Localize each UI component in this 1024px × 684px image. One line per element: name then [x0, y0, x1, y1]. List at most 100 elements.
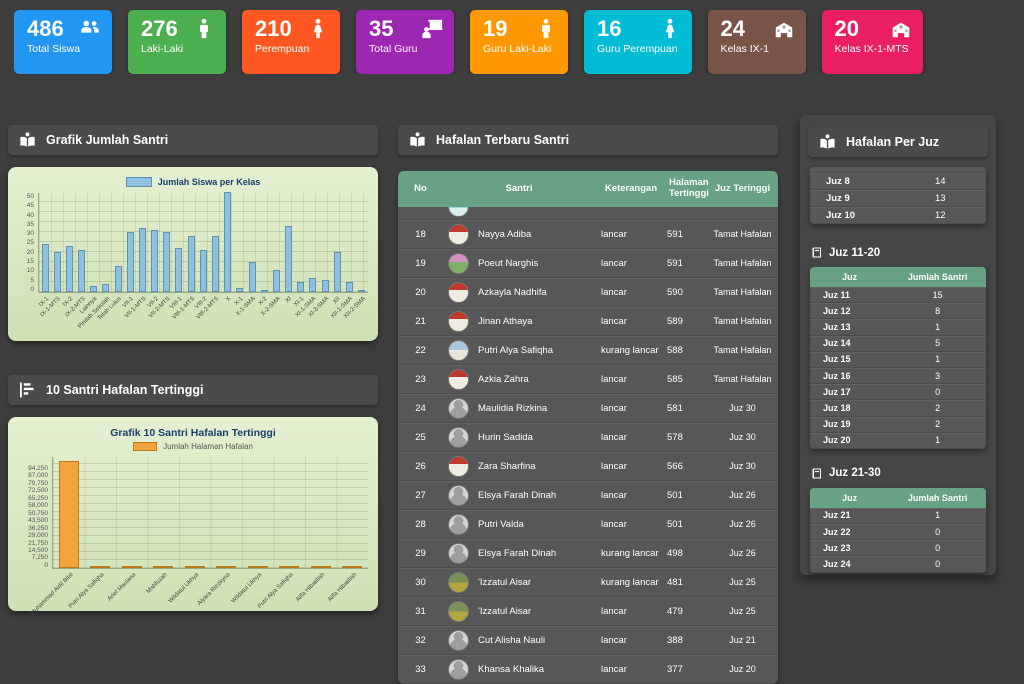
hafalan-table-header: No Santri Keterangan Halaman Tertinggi Juz T… — [398, 171, 778, 207]
table-row[interactable]: 31 'Izzatul Aisar lancar 479 Juz 25 — [398, 597, 778, 626]
table-row[interactable]: 28 Putri Valda lancar 501 Juz 26 — [398, 510, 778, 539]
y-tick: 58,000 — [28, 502, 48, 510]
juz-table-header: Juz Jumlah Santri — [810, 487, 986, 508]
avatar — [448, 252, 469, 274]
chart-10-santri-hafalan-tertinggi[interactable]: Grafik 10 Santri Hafalan Tertinggi Jumla… — [8, 417, 378, 617]
bar-slot — [337, 566, 369, 568]
column-header: Jumlah Santri — [907, 492, 968, 503]
cell-no: 29 — [415, 547, 426, 559]
santri-name: Nayya Adiba — [478, 228, 532, 240]
card-value: 19 — [483, 16, 508, 41]
bar-xii — [333, 252, 341, 292]
cell-no: 26 — [415, 460, 426, 472]
stat-card-perempuan[interactable]: 210 Perempuan — [242, 10, 340, 74]
santri-name: Putri Alya Safiqha — [478, 344, 553, 356]
table-row[interactable]: 19 Poeut Narghis lancar 591 Tamat Hafalan — [398, 249, 778, 278]
table-row[interactable]: 29 Elsya Farah Dinah kurang lancar 498 Juz 2… — [398, 539, 778, 568]
cell-santri: Jinan Athaya — [443, 310, 595, 332]
juz-table[interactable]: Juz Jumlah Santri Juz 21 1 Juz 22 0 Juz 23 0 Juz… — [810, 487, 986, 573]
card-label: Guru Laki-Laki — [483, 43, 552, 55]
table-row[interactable]: 25 Hurin Sadida lancar 578 Juz 30 — [398, 423, 778, 452]
table-row[interactable]: 26 Zara Sharfina lancar 566 Juz 30 — [398, 452, 778, 481]
bar-alifa-hibatillah — [310, 566, 331, 568]
cell-halaman: 498 — [667, 547, 683, 559]
y-tick: 35 — [26, 220, 34, 228]
bar-vii-1-mts — [138, 228, 146, 292]
stat-card-kelas-ix-1[interactable]: 24 Kelas IX-1 — [707, 10, 806, 74]
cell-santri: Zara Sharfina — [443, 455, 595, 477]
juz-table-header: Juz Jumlah Santri — [810, 267, 986, 287]
clipped-row — [810, 167, 986, 173]
bar-viii-2-mts — [211, 236, 219, 292]
table-row[interactable]: 33 Khansa Khalika lancar 377 Juz 20 — [398, 655, 778, 684]
card-value: 24 — [720, 16, 746, 41]
table-row[interactable]: 32 Cut Alisha Nauli lancar 388 Juz 21 — [398, 626, 778, 655]
stat-card-kelas-ix-1-mts[interactable]: 20 Kelas IX-1-MTS — [821, 10, 923, 74]
stat-card-total-guru[interactable]: 35 Total Guru — [356, 10, 454, 74]
stat-card-guru-perempuan[interactable]: 16 Guru Perempuan — [584, 10, 692, 74]
card-value: 210 — [255, 16, 292, 41]
stat-card-total-siswa[interactable]: 486 Total Siswa — [14, 10, 112, 74]
juz-row: Juz 20 1 — [810, 433, 986, 449]
table-row[interactable]: 23 Azkia Zahra lancar 585 Tamat Hafalan — [398, 365, 778, 394]
cell-santri: Putri Valda — [443, 513, 595, 535]
juz-row: Juz 24 0 — [810, 556, 986, 573]
table-row[interactable]: 27 Elsya Farah Dinah lancar 501 Juz 26 — [398, 481, 778, 510]
cell-santri: Nayya Adiba — [443, 223, 595, 245]
table-row[interactable]: 22 Putri Alya Safiqha kurang lancar 588 Tama… — [398, 336, 778, 365]
cell-juz: Tamat Hafalan — [713, 373, 772, 384]
table-row[interactable]: 24 Maulidia Rizkina lancar 581 Juz 30 — [398, 394, 778, 423]
santri-name: Maulidia Rizkina — [478, 402, 548, 414]
panel-title: Hafalan Per Juz — [846, 135, 940, 149]
cell-no: 19 — [415, 257, 426, 269]
bar-slot — [211, 566, 243, 568]
table-row[interactable]: 30 'Izzatul Aisar kurang lancar 481 Juz 25 — [398, 568, 778, 597]
bar-ix-1 — [41, 244, 49, 292]
juz-value: 0 — [935, 559, 941, 570]
table-row[interactable]: 21 Jinan Athaya lancar 589 Tamat Hafalan — [398, 307, 778, 336]
juz-top-table: Juz 8 14 Juz 9 13 Juz 10 12 — [810, 167, 986, 224]
cell-santri: Putri Alya Safiqha — [443, 339, 595, 361]
bar-slot — [85, 566, 117, 568]
cell-juz: Juz 30 — [729, 402, 756, 413]
x-tick: X-1-SMA — [235, 293, 258, 339]
juz-label: Juz 22 — [823, 526, 851, 537]
bar-xi-3-sma — [321, 280, 329, 292]
juz-label: Juz 17 — [823, 386, 851, 397]
cell-halaman: 377 — [667, 663, 683, 675]
table-row[interactable]: 18 Nayya Adiba lancar 591 Tamat Hafalan — [398, 220, 778, 249]
hafalan-terbaru-table[interactable]: No Santri Keterangan Halaman Tertinggi Juz T… — [398, 171, 778, 684]
chart-jumlah-siswa-per-kelas[interactable]: Jumlah Siswa per Kelas 50 45 40 35 30 25 20 15 1… — [8, 167, 378, 341]
table-row[interactable]: 20 Azkayla Nadhifa lancar 590 Tamat Hafalan — [398, 278, 778, 307]
y-tick: 29,000 — [28, 532, 48, 540]
bar-x — [224, 192, 232, 292]
bar-slot — [246, 262, 258, 292]
bar-slot — [209, 236, 221, 292]
y-tick: 87,000 — [28, 472, 48, 480]
cell-keterangan: lancar — [601, 373, 627, 385]
bar-slot — [305, 566, 337, 568]
stat-card-guru-laki-laki[interactable]: 19 Guru Laki-Laki — [470, 10, 568, 74]
cell-no: 27 — [415, 489, 426, 501]
y-tick: 30 — [26, 230, 34, 238]
x-tick: Alifa Hibatillah — [327, 569, 369, 609]
juz-row: Juz 22 0 — [810, 524, 986, 541]
card-label: Total Guru — [369, 43, 418, 55]
journal-icon — [811, 246, 823, 259]
juz-value: 13 — [934, 192, 946, 204]
cell-no: 32 — [415, 634, 426, 646]
juz-row: Juz 19 2 — [810, 417, 986, 433]
cell-halaman: 481 — [667, 576, 683, 588]
stat-card-laki-laki[interactable]: 276 Laki-Laki — [128, 10, 226, 74]
juz-top-table-body: Juz 8 14 Juz 9 13 Juz 10 12 — [810, 173, 986, 224]
bar-slot — [76, 250, 88, 292]
cell-halaman: 501 — [667, 489, 683, 501]
cell-halaman: 479 — [667, 605, 683, 617]
cell-juz: Tamat Hafalan — [713, 344, 772, 355]
cell-keterangan: kurang lancar — [601, 547, 659, 559]
cell-halaman: 591 — [667, 257, 683, 269]
cell-keterangan: lancar — [601, 605, 627, 617]
right-column-panel[interactable]: Hafalan Per Juz Juz 8 14 Juz 9 13 Juz 10 12 J… — [800, 115, 996, 575]
santri-name: Jinan Athaya — [478, 315, 533, 327]
juz-table[interactable]: Juz Jumlah Santri Juz 11 15 Juz 12 8 Juz 13 1 Ju… — [810, 267, 986, 449]
